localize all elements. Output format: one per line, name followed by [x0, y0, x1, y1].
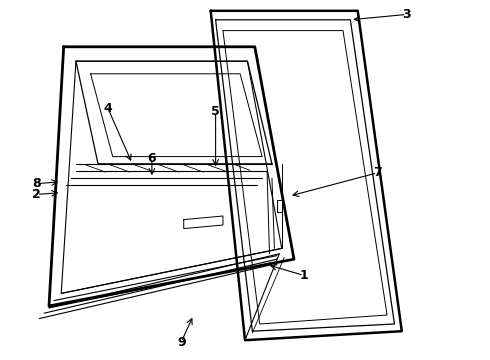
Text: 3: 3 — [402, 8, 411, 21]
Text: 8: 8 — [32, 177, 41, 190]
Text: 5: 5 — [211, 105, 220, 118]
Text: 9: 9 — [177, 336, 186, 348]
Text: 6: 6 — [147, 152, 156, 165]
Text: 2: 2 — [32, 188, 41, 201]
Text: 4: 4 — [103, 102, 112, 114]
Text: 7: 7 — [373, 166, 382, 179]
Text: 1: 1 — [299, 269, 308, 282]
